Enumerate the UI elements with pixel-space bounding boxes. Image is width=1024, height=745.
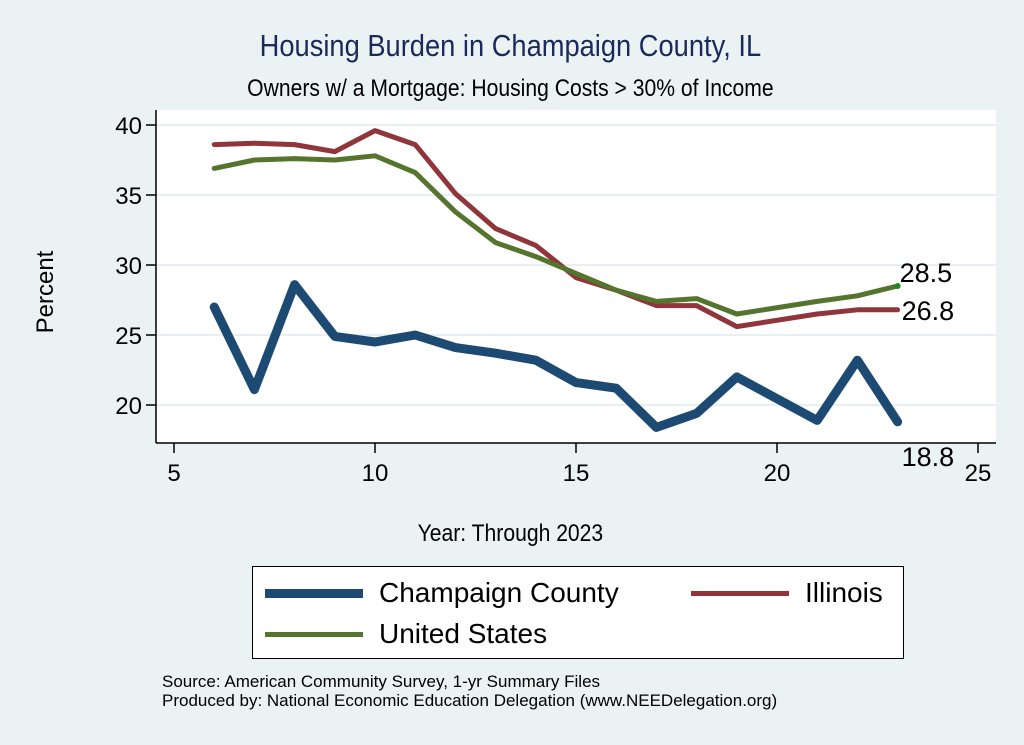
legend-label: Illinois (805, 577, 883, 608)
legend-label: Champaign County (379, 577, 619, 608)
legend-swatch (691, 590, 789, 596)
legend-label: United States (379, 618, 548, 649)
y-tick-label: 25 (115, 323, 142, 350)
legend-item-united-states: United States (265, 618, 547, 650)
end-value-label: 18.8 (902, 442, 955, 472)
x-tick-label: 5 (167, 460, 180, 487)
end-value-label: 26.8 (902, 296, 955, 326)
legend-item-champaign: Champaign County (265, 577, 619, 609)
x-tick-label: 10 (362, 460, 389, 487)
y-axis-label: Percent (32, 250, 59, 334)
y-tick-label: 30 (115, 253, 142, 280)
legend-swatch (265, 588, 363, 598)
y-tick-label: 35 (115, 183, 142, 210)
source-line: Source: American Community Survey, 1-yr … (162, 672, 601, 691)
chart-title: Housing Burden in Champaign County, IL (259, 28, 762, 63)
y-tick-label: 40 (115, 113, 142, 140)
end-value-label: 28.5 (900, 258, 953, 288)
legend-swatch (265, 631, 363, 637)
producer-line: Produced by: National Economic Education… (162, 691, 778, 710)
chart-subtitle: Owners w/ a Mortgage: Housing Costs > 30… (247, 75, 774, 102)
legend: Champaign County Illinois United States (252, 566, 904, 659)
y-tick-label: 20 (115, 393, 142, 420)
x-tick-label: 25 (965, 460, 992, 487)
end-marker (894, 283, 901, 289)
x-tick-label: 20 (764, 460, 791, 487)
series-line-illinois (211, 128, 901, 330)
series-line-champaign-county (209, 280, 903, 432)
x-axis-label: Year: Through 2023 (417, 520, 604, 547)
series-line-united-states (211, 153, 901, 317)
x-tick-label: 15 (563, 460, 590, 487)
legend-item-illinois: Illinois (691, 577, 883, 609)
source-note: Source: American Community Survey, 1-yr … (162, 672, 777, 710)
